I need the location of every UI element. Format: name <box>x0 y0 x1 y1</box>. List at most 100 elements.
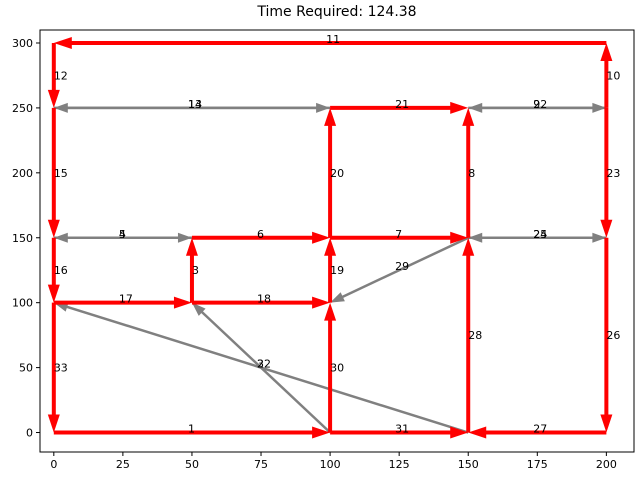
edge-23 <box>600 107 613 238</box>
arrowhead <box>330 292 345 303</box>
edge-label: 31 <box>395 423 409 436</box>
edge-31 <box>330 426 469 439</box>
non-path-edges <box>53 102 607 434</box>
edge-26 <box>600 237 613 433</box>
y-tick-label: 0 <box>26 427 33 440</box>
plot-frame <box>39 29 635 453</box>
x-tick-label: 150 <box>458 458 479 471</box>
edge-16 <box>47 237 60 303</box>
edge-label: 25 <box>533 228 547 241</box>
arrowhead <box>312 231 331 244</box>
edge-15 <box>47 107 60 238</box>
y-tick-label: 300 <box>12 37 33 50</box>
y-tick-label: 250 <box>12 102 33 115</box>
edge-label: 26 <box>606 329 620 342</box>
arrowhead <box>450 101 469 114</box>
edge-label: 32 <box>257 358 271 371</box>
edge-label: 19 <box>330 264 344 277</box>
edge-20 <box>324 107 337 238</box>
arrowhead <box>47 414 60 433</box>
edge-line <box>340 236 469 299</box>
edge-label: 21 <box>395 98 409 111</box>
edge-label: 4 <box>119 228 126 241</box>
arrowhead <box>324 302 337 321</box>
edge-label: 24 <box>533 228 547 241</box>
edge-label: 16 <box>54 264 68 277</box>
edge-label: 14 <box>188 98 202 111</box>
edge-3 <box>185 237 198 303</box>
edge-21 <box>330 101 469 114</box>
edge-8 <box>462 107 475 238</box>
edge-label: 12 <box>54 69 68 82</box>
edge-30 <box>324 302 337 433</box>
edge-18 <box>191 296 331 309</box>
edge-label: 15 <box>54 167 68 180</box>
edge-label: 8 <box>468 167 475 180</box>
edge-label: 20 <box>330 167 344 180</box>
edge-32 <box>191 302 331 434</box>
arrowhead <box>600 219 613 238</box>
arrowhead <box>600 42 613 61</box>
edge-label: 22 <box>533 98 547 111</box>
edge-label: 23 <box>606 167 620 180</box>
edge-line <box>64 305 469 434</box>
edge-label: 3 <box>192 264 199 277</box>
edge-13 <box>53 102 331 113</box>
arrowhead <box>53 232 68 243</box>
edge-11 <box>53 36 607 49</box>
edge-label: 6 <box>257 228 264 241</box>
edge-line <box>199 309 331 434</box>
arrowhead <box>185 237 198 256</box>
edge-label: 29 <box>395 260 409 273</box>
x-tick-label: 75 <box>254 458 268 471</box>
edge-27 <box>468 426 607 439</box>
x-tick-label: 175 <box>527 458 548 471</box>
edge-label: 30 <box>330 362 344 375</box>
chart-title: Time Required: 124.38 <box>256 4 416 20</box>
y-tick-label: 150 <box>12 232 33 245</box>
edge-label: 27 <box>533 423 547 436</box>
arrowhead <box>468 426 487 439</box>
x-tick-label: 200 <box>596 458 617 471</box>
edge-label: 28 <box>468 329 482 342</box>
edge-24 <box>468 232 607 243</box>
edge-29 <box>330 236 469 303</box>
y-tick-label: 50 <box>19 362 33 375</box>
arrowhead <box>53 36 72 49</box>
edge-4 <box>53 232 192 243</box>
edge-label: 9 <box>533 98 540 111</box>
x-tick-label: 50 <box>185 458 199 471</box>
arrowhead <box>173 296 192 309</box>
edge-label: 5 <box>119 228 126 241</box>
edge-6 <box>191 231 331 244</box>
edge-19 <box>324 237 337 303</box>
path-edges <box>47 36 613 439</box>
edge-label: 18 <box>257 293 271 306</box>
arrowhead <box>312 426 331 439</box>
edge-12 <box>47 42 60 108</box>
arrowhead <box>47 89 60 108</box>
arrowhead <box>324 107 337 126</box>
x-tick-label: 125 <box>389 458 410 471</box>
arrowhead <box>312 296 331 309</box>
arrowhead <box>47 284 60 303</box>
edge-9 <box>468 102 607 113</box>
edge-7 <box>330 231 469 244</box>
arrowhead <box>450 231 469 244</box>
arrowhead <box>53 102 68 113</box>
edge-28 <box>462 237 475 433</box>
edge-label: 1 <box>188 423 195 436</box>
arrowhead <box>462 237 475 256</box>
arrowhead <box>324 237 337 256</box>
edge-label: 17 <box>119 293 133 306</box>
y-tick-label: 200 <box>12 167 33 180</box>
edge-label: 13 <box>188 98 202 111</box>
edge-label: 11 <box>326 33 340 46</box>
arrowhead <box>468 232 483 243</box>
edge-label: 10 <box>606 69 620 82</box>
edge-10 <box>600 42 613 108</box>
arrowhead <box>191 302 206 316</box>
